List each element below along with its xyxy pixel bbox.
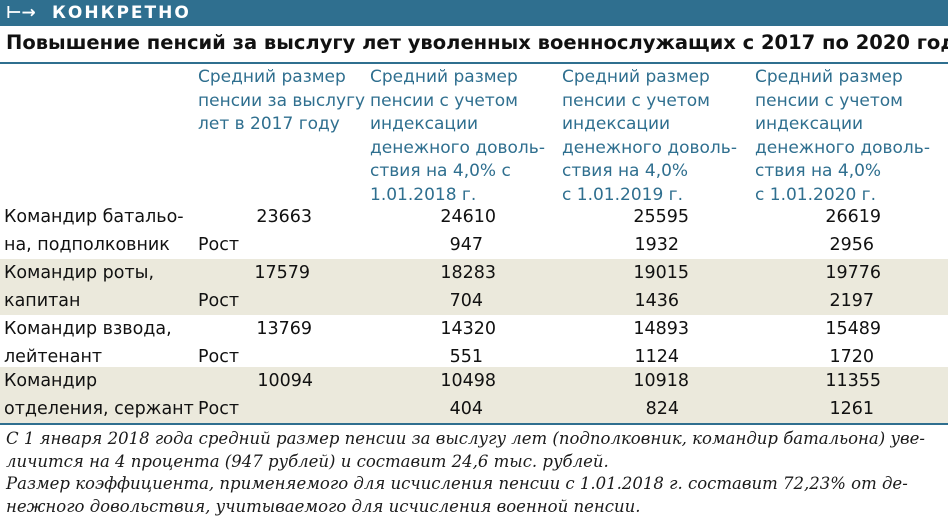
value-2018: 10498 bbox=[440, 371, 496, 391]
rank-label: Командир взвода, bbox=[4, 319, 172, 339]
value-2020: 15489 bbox=[825, 319, 881, 339]
growth-2020: 2956 bbox=[829, 235, 874, 255]
rank-label: Командир батальо- bbox=[4, 207, 184, 227]
value-2020: 19776 bbox=[825, 263, 881, 283]
column-header-2017: Средний размер пенсии за выслугу лет в 2… bbox=[198, 67, 366, 134]
growth-2019: 1932 bbox=[634, 235, 679, 255]
footnote-line: Размер коэффициента, применяемого для ис… bbox=[6, 474, 908, 493]
value-2019: 25595 bbox=[633, 207, 689, 227]
growth-2018: 551 bbox=[449, 347, 483, 367]
footnotes: С 1 января 2018 года средний размер пенс… bbox=[6, 428, 942, 518]
growth-2019: 824 bbox=[645, 399, 679, 419]
growth-2019: 1436 bbox=[634, 291, 679, 311]
rank-label: Командир bbox=[4, 371, 98, 391]
value-2020: 26619 bbox=[825, 207, 881, 227]
column-header-2019: Средний размер пенсии с учетом индексаци… bbox=[562, 67, 737, 205]
footnote-line: С 1 января 2018 года средний размер пенс… bbox=[6, 429, 925, 448]
rank-label: капитан bbox=[4, 291, 81, 311]
growth-2018: 947 bbox=[449, 235, 483, 255]
growth-label: Рост bbox=[198, 347, 240, 367]
rank-label: лейтенант bbox=[4, 347, 103, 367]
growth-2020: 1261 bbox=[829, 399, 874, 419]
value-2017: 17579 bbox=[254, 263, 310, 283]
growth-2018: 704 bbox=[449, 291, 483, 311]
table-row bbox=[0, 259, 948, 315]
header-bar: ⊢→ КОНКРЕТНО bbox=[0, 0, 948, 26]
growth-2020: 2197 bbox=[829, 291, 874, 311]
value-2018: 14320 bbox=[440, 319, 496, 339]
section-tag: КОНКРЕТНО bbox=[52, 3, 191, 23]
value-2017: 23663 bbox=[256, 207, 312, 227]
table-row bbox=[0, 367, 948, 423]
value-2019: 10918 bbox=[633, 371, 689, 391]
rank-label: Командир роты, bbox=[4, 263, 155, 283]
growth-2019: 1124 bbox=[634, 347, 679, 367]
rank-label: на, подполковник bbox=[4, 235, 170, 255]
value-2017: 13769 bbox=[256, 319, 312, 339]
arrow-icon: ⊢→ bbox=[6, 3, 36, 23]
value-2019: 14893 bbox=[633, 319, 689, 339]
growth-label: Рост bbox=[198, 235, 240, 255]
value-2017: 10094 bbox=[257, 371, 313, 391]
rank-label: отделения, сержант bbox=[4, 399, 194, 419]
footnote-line: нежного довольствия, учитываемого для ис… bbox=[6, 496, 641, 516]
growth-2018: 404 bbox=[449, 399, 483, 419]
growth-label: Рост bbox=[198, 291, 240, 311]
value-2019: 19015 bbox=[633, 263, 689, 283]
value-2018: 24610 bbox=[440, 207, 496, 227]
value-2018: 18283 bbox=[440, 263, 496, 283]
value-2020: 11355 bbox=[825, 371, 881, 391]
page-title: Повышение пенсий за выслугу лет уволенны… bbox=[6, 31, 948, 54]
table-bottom-divider bbox=[0, 423, 948, 425]
footnote-line: личится на 4 процента (947 рублей) и сос… bbox=[6, 451, 609, 471]
title-divider bbox=[0, 62, 948, 64]
growth-2020: 1720 bbox=[829, 347, 874, 367]
column-header-2018: Средний размер пенсии с учетом индексаци… bbox=[370, 67, 545, 205]
growth-label: Рост bbox=[198, 399, 240, 419]
column-header-2020: Средний размер пенсии с учетом индексаци… bbox=[755, 67, 930, 205]
